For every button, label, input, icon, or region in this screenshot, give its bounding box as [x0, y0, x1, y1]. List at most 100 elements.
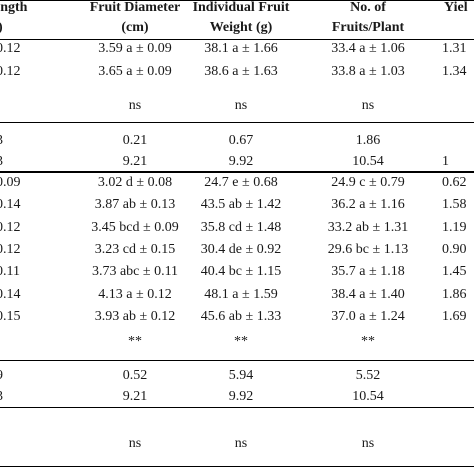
table-cell: 9.92	[228, 154, 254, 169]
table-cell: 3	[0, 385, 3, 409]
table-cell: 3.87 ab ± 0.13	[94, 197, 176, 212]
table-cell: **	[128, 334, 142, 349]
table-cell: 0.12	[0, 242, 21, 257]
table-cell: 1.86	[442, 287, 467, 302]
bottom-rule	[0, 466, 474, 467]
table-cell: 1.69	[442, 309, 467, 324]
header-col0-line2: )	[0, 18, 3, 38]
table-row: 9 0.52 5.94 5.52	[0, 364, 474, 388]
table-cell: 10.54	[352, 389, 384, 404]
table-cell: 3.93 ab ± 0.12	[94, 309, 176, 324]
table-cell: **	[361, 334, 375, 349]
table-cell: 0.11	[0, 264, 20, 279]
table-row: ** ** **	[0, 330, 474, 354]
table-cell: ns	[234, 436, 248, 451]
table-cell: 24.7 e ± 0.68	[204, 175, 278, 190]
header-individual-fruit-weight: Weight (g)	[209, 20, 273, 35]
table-cell: 35.8 cd ± 1.48	[200, 220, 282, 235]
table-cell: 0.90	[442, 242, 467, 257]
table-cell: 36.2 a ± 1.16	[331, 197, 405, 212]
table-cell: 9.92	[228, 389, 254, 404]
table-cell: 4.13 a ± 0.12	[98, 287, 172, 302]
table-cell: 38.4 a ± 1.40	[331, 287, 405, 302]
table-cell: 45.6 ab ± 1.33	[200, 309, 282, 324]
table-row: ns ns ns	[0, 432, 474, 456]
table-row: 0.12 3.65 a ± 0.09 38.6 a ± 1.63 33.8 a …	[0, 60, 474, 84]
table-cell: 29.6 bc ± 1.13	[327, 242, 409, 257]
table-row: 3 9.21 9.92 10.54 1	[0, 150, 474, 174]
table-cell: 1.34	[442, 64, 467, 79]
table-row: ns ns ns	[0, 94, 474, 118]
table-cell: 0.12	[0, 64, 21, 79]
table-cell: 38.6 a ± 1.63	[204, 64, 278, 79]
table-cell: 1.58	[442, 197, 467, 212]
table-cell: 0.62	[442, 175, 467, 190]
table-cell: 0.15	[0, 309, 21, 324]
table-cell: 0.14	[0, 287, 21, 302]
table-cell: **	[234, 334, 248, 349]
table-cell: 30.4 de ± 0.92	[200, 242, 282, 257]
table-row: 0.12 3.45 bcd ± 0.09 35.8 cd ± 1.48 33.2…	[0, 216, 474, 240]
table-cell: 1	[442, 154, 449, 169]
table-cell: 3.59 a ± 0.09	[98, 41, 172, 56]
table-cell: 3.23 cd ± 0.15	[94, 242, 176, 257]
table-cell: 0.67	[228, 133, 254, 148]
table-row: 0.12 3.59 a ± 0.09 38.1 a ± 1.66 33.4 a …	[0, 37, 474, 61]
table-cell: 38.1 a ± 1.66	[204, 41, 278, 56]
header-fruit-diameter: Fruit Diameter	[89, 0, 181, 15]
table-cell: 24.9 c ± 0.79	[331, 175, 405, 190]
table-cell: 1.86	[355, 133, 381, 148]
header-individual-fruit: Individual Fruit	[192, 0, 290, 15]
table-cell: 0.12	[0, 220, 21, 235]
table-cell: 9.21	[122, 154, 148, 169]
table-cell: 3.73 abc ± 0.11	[91, 264, 179, 279]
table-cell: 33.4 a ± 1.06	[331, 41, 405, 56]
table-cell: 3.02 d ± 0.08	[97, 175, 173, 190]
header-no-of: No. of	[350, 0, 386, 15]
section-rule	[0, 122, 474, 123]
table-cell: 0.21	[122, 133, 148, 148]
table-cell: 3.45 bcd ± 0.09	[91, 220, 179, 235]
header-fruit-diameter-unit: (cm)	[121, 20, 149, 35]
table-cell: 33.8 a ± 1.03	[331, 64, 405, 79]
table-cell: 1.19	[442, 220, 467, 235]
table-cell: 3.65 a ± 0.09	[98, 64, 172, 79]
top-rule	[0, 0, 474, 1]
header-yield: Yiel	[444, 0, 468, 15]
table-row: 0.09 3.02 d ± 0.08 24.7 e ± 0.68 24.9 c …	[0, 171, 474, 195]
table-row: 3 0.21 0.67 1.86	[0, 129, 474, 153]
table-cell: 0.12	[0, 41, 21, 56]
table-cell: 43.5 ab ± 1.42	[200, 197, 282, 212]
table-cell: ns	[128, 98, 142, 113]
table-cell: ns	[361, 436, 375, 451]
table-cell: ns	[128, 436, 142, 451]
table-cell: 35.7 a ± 1.18	[331, 264, 405, 279]
section-rule	[0, 171, 474, 173]
table-cell: ns	[234, 98, 248, 113]
header-col0-line1: ength	[0, 0, 28, 15]
table-row: 0.15 3.93 ab ± 0.12 45.6 ab ± 1.33 37.0 …	[0, 305, 474, 329]
table-row: 3 9.21 9.92 10.54	[0, 385, 474, 409]
table-cell: 1.45	[442, 264, 467, 279]
header-fruits-per-plant: Fruits/Plant	[331, 20, 405, 35]
table-cell: 3	[0, 150, 3, 174]
table-cell: 48.1 a ± 1.59	[204, 287, 278, 302]
table-cell: 33.2 ab ± 1.31	[327, 220, 409, 235]
section-rule	[0, 360, 474, 361]
table-cell: 9	[0, 364, 3, 388]
table-cell: ns	[361, 98, 375, 113]
table-cell: 5.52	[355, 368, 381, 383]
table-cell: 37.0 a ± 1.24	[331, 309, 405, 324]
table-row: 0.11 3.73 abc ± 0.11 40.4 bc ± 1.15 35.7…	[0, 260, 474, 284]
table-cell: 0.09	[0, 175, 21, 190]
table-cell: 40.4 bc ± 1.15	[200, 264, 282, 279]
table-cell: 3	[0, 129, 3, 153]
table-cell: 10.54	[352, 154, 384, 169]
table-row: 0.12 3.23 cd ± 0.15 30.4 de ± 0.92 29.6 …	[0, 238, 474, 262]
table-cell: 9.21	[122, 389, 148, 404]
table-cell: 1.31	[442, 41, 467, 56]
header-rule	[0, 39, 474, 40]
table-cell: 0.52	[122, 368, 148, 383]
table-cell: 5.94	[228, 368, 254, 383]
table-row: 0.14 4.13 a ± 0.12 48.1 a ± 1.59 38.4 a …	[0, 283, 474, 307]
